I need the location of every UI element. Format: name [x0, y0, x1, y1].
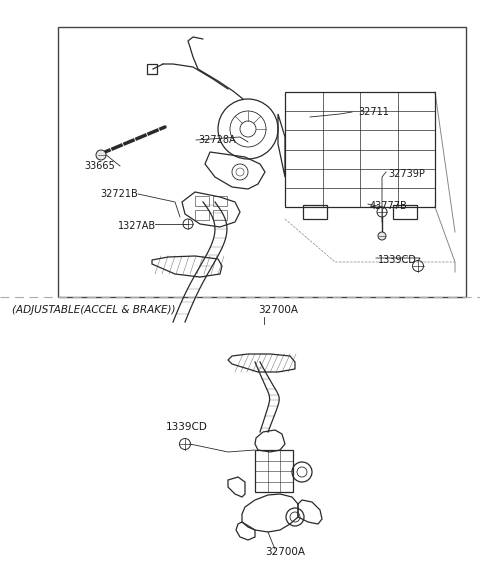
Text: 32700A: 32700A [258, 305, 298, 315]
Bar [195, 210, 209, 220]
Text: 32711: 32711 [358, 107, 389, 117]
Bar [213, 196, 227, 206]
Bar [255, 450, 293, 492]
Bar [58, 27, 466, 297]
Text: (ADJUSTABLE(ACCEL & BRAKE)): (ADJUSTABLE(ACCEL & BRAKE)) [12, 305, 176, 315]
Bar [285, 92, 435, 207]
Text: 32700A: 32700A [265, 547, 305, 557]
Circle shape [378, 232, 386, 240]
Text: 32728A: 32728A [198, 135, 236, 145]
Bar [393, 205, 417, 219]
Text: 32739P: 32739P [388, 169, 425, 179]
Bar [303, 205, 327, 219]
Bar [195, 196, 209, 206]
Text: 33665: 33665 [84, 161, 115, 171]
Text: 1339CD: 1339CD [166, 422, 208, 432]
Bar [213, 210, 227, 220]
Text: 1339CD: 1339CD [378, 255, 417, 265]
Text: 1327AB: 1327AB [118, 221, 156, 231]
Circle shape [96, 150, 106, 160]
Text: 43777B: 43777B [370, 201, 408, 211]
Text: 32721B: 32721B [100, 189, 138, 199]
Bar [147, 64, 157, 74]
